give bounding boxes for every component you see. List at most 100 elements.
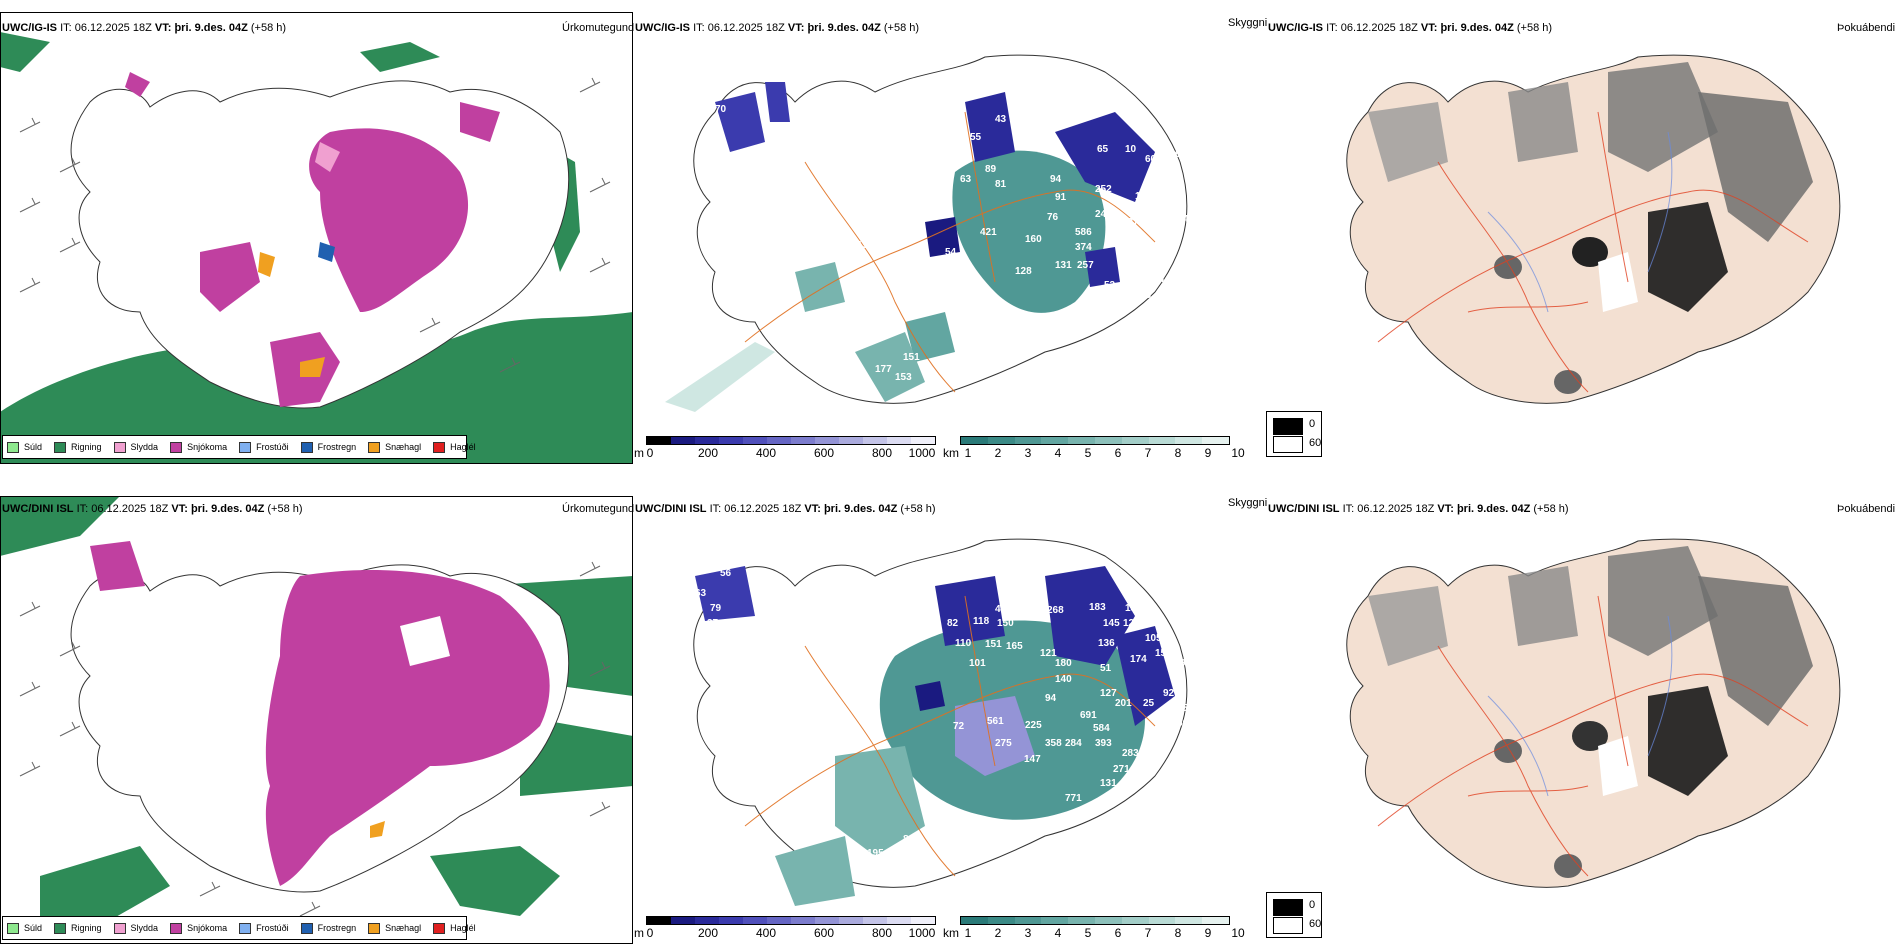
lead-time: (+58 h) [900,503,936,515]
legend-item: Snjókoma [170,441,228,453]
tick-label: 800 [871,926,893,940]
cloud-base-label: 586 [1075,227,1092,238]
colorbar-cell [719,917,743,924]
title-precip-top: UWC/IG-IS IT: 06.12.2025 18Z VT: þri. 9.… [2,22,286,34]
cloud-base-label: 12 [1123,618,1135,629]
legend-label: Haglél [450,923,476,933]
cloud-base-label: 275 [995,738,1012,749]
legend-swatch [113,922,126,934]
vt-value: þri. 9.des. 04Z [1456,503,1531,515]
colorbar-cell [695,437,719,444]
cloud-base-label: 771 [1065,793,1082,804]
tick-label: 200 [697,446,719,460]
cloud-base-label: 136 [1098,638,1115,649]
legend-swatch [54,922,67,934]
legend-item: Súld [7,441,42,453]
lead-time: (+58 h) [250,22,287,34]
colorbar-cell [1014,437,1042,444]
cloud-base-label: 53 [1104,280,1116,291]
colorbar-cell [1148,917,1176,924]
cloud-base-label: 37 [707,618,719,629]
cloud-base-label: 63 [695,588,707,599]
cloud-base-label: 94 [1050,174,1062,185]
cloud-base-label: 91 [1055,192,1067,203]
lead-time: (+58 h) [883,22,920,34]
cloud-base-label: 165 [1006,641,1023,652]
legend-label: Snjókoma [187,923,228,933]
cloud-base-label: 268 [1047,605,1064,616]
colorbar-cell [1175,437,1203,444]
legend-swatch [170,922,183,934]
cloud-base-label: 127 [1100,688,1117,699]
cloud-base-colorbar-top [646,436,936,445]
colorbar-cell [1202,437,1229,444]
title-fog-top: UWC/IG-IS IT: 06.12.2025 18Z VT: þri. 9.… [1268,22,1552,34]
cloud-base-label: 284 [1065,738,1082,749]
cloud-base-label: 56 [1177,718,1189,729]
colorbar-cell [647,917,671,924]
colorbar-cell [671,437,695,444]
colorbar-cell [815,437,839,444]
cloud-base-label: 94 [1045,693,1057,704]
model-name: UWC/IG-IS [1268,22,1323,34]
legend-label: Snjókoma [187,442,228,452]
visibility-unit-top: km [943,446,959,460]
tick-label: 1 [964,446,972,460]
it-label: IT: [693,22,705,34]
precip-title-bottom: Úrkomutegund [562,503,635,515]
model-name: UWC/DINI ISL [2,503,74,515]
precip-map-bottom [0,496,633,944]
colorbar-cell [815,917,839,924]
cloud-base-label: 57 [953,146,965,157]
legend-item: Rigning [54,922,102,934]
cloud-base-label: 56 [720,568,732,579]
cloud-base-label: 691 [1080,710,1097,721]
legend-swatch [300,441,313,453]
model-name: UWC/IG-IS [635,22,690,34]
cloud-base-colorbar-bottom [646,916,936,925]
precip-map-top-svg [0,32,633,464]
cloud-base-unit-top: m [634,446,644,460]
it-value: 06.12.2025 18Z [724,503,802,515]
cloud-base-label: 93 [1180,658,1192,669]
legend-swatch [433,441,446,453]
it-value: 06.12.2025 18Z [1340,22,1418,34]
it-label: IT: [60,22,72,34]
legend-swatch [433,922,446,934]
tick-label: 8 [1174,446,1182,460]
cloud-base-label: 195 [867,848,884,859]
cloud-base-label: 252 [1095,184,1112,195]
precip-map-top [0,12,633,464]
cloud-base-label: 145 [1103,618,1120,629]
colorbar-cell [863,917,887,924]
title-fog-bottom: UWC/DINI ISL IT: 06.12.2025 18Z VT: þri.… [1268,503,1569,515]
cloud-base-label: 127 [1122,217,1139,228]
colorbar-cell [1041,437,1069,444]
legend-label: Frostregn [317,923,357,933]
legend-item: Snæhagl [368,441,421,453]
legend-swatch [54,441,67,453]
colorbar-cell [767,437,791,444]
cloud-base-label: 584 [1093,723,1110,734]
tick-label: 7 [1144,446,1152,460]
legend-label: Súld [24,923,43,933]
legend-item: Súld [7,922,43,934]
fog-map-top-svg [1346,54,1841,404]
fog-legend-value: 60 [1309,437,1322,449]
colorbar-cell [887,917,911,924]
legend-label: Rigning [71,442,102,452]
legend-item: Frostregn [300,441,356,453]
fog-legend-value: 60 [1309,918,1322,930]
colorbar-cell [887,437,911,444]
cloud-base-label: 133 [1060,813,1077,824]
colorbar-cell [839,917,863,924]
legend-label: Frostúði [256,442,289,452]
cloud-base-label: 140 [1055,674,1072,685]
tick-label: 2 [994,926,1002,940]
cloud-base-label: 271 [1113,764,1130,775]
cloud-base-label: 70 [715,104,727,115]
cloud-base-label: 180 [1055,658,1072,669]
cloud-base-label: 83 [1190,640,1202,651]
title-cloud-bottom: UWC/DINI ISL IT: 06.12.2025 18Z VT: þri.… [635,503,936,515]
legend-item: Frostúði [239,922,289,934]
